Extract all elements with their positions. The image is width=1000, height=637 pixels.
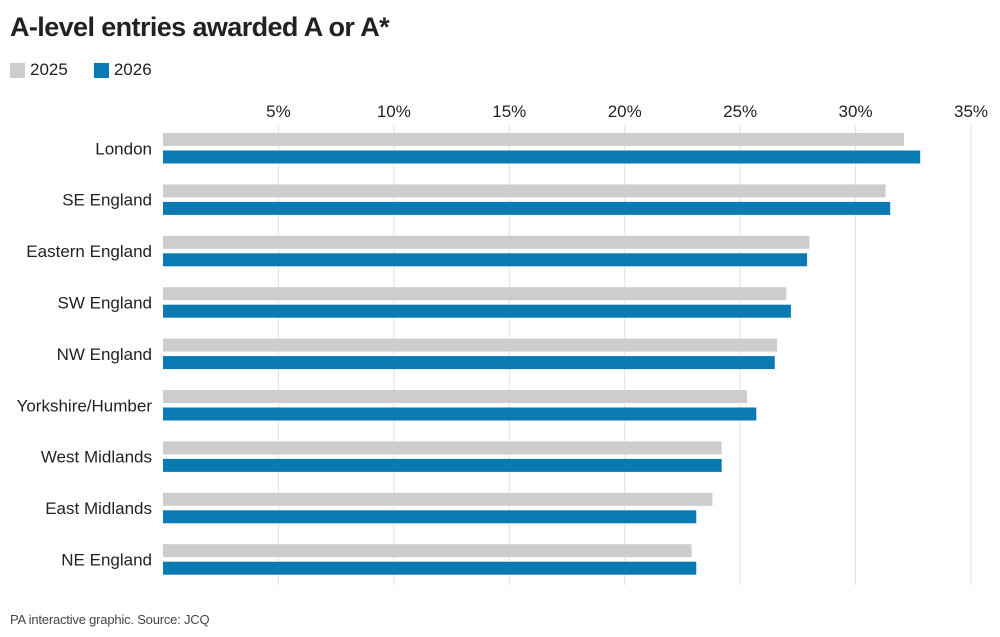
bar-eastern-england-2025	[163, 235, 810, 249]
grid-lines	[277, 125, 972, 585]
category-label-se-england: SE England	[62, 191, 152, 210]
bar-east-midlands-2025	[163, 492, 713, 506]
x-tick-label-25: 25%	[723, 102, 757, 121]
x-tick-label-35: 35%	[954, 102, 988, 121]
bar-west-midlands-2025	[163, 441, 722, 455]
bar-eastern-england-2026	[163, 253, 808, 267]
bar-sw-england-2025	[163, 287, 787, 301]
legend-swatch-2026	[93, 62, 109, 78]
bar-chart: 5% 10% 15% 20% 25% 30% 35% London SE England Eas…	[17, 102, 988, 585]
category-label-ne-england: NE England	[61, 550, 152, 569]
bar-nw-england-2026	[163, 356, 775, 370]
bar-ne-england-2026	[163, 561, 697, 575]
category-label-nw-england: NW England	[57, 345, 152, 364]
bar-yorkshire-humber-2025	[163, 390, 748, 403]
legend-label-2025: 2025	[30, 60, 68, 79]
x-tick-label-10: 10%	[377, 102, 411, 121]
legend-label-2026: 2026	[113, 60, 152, 79]
category-label-west-midlands: West Midlands	[41, 448, 152, 467]
bar-se-england-2026	[163, 201, 891, 215]
bar-se-england-2025	[163, 184, 886, 198]
legend-item-2026: 2026	[93, 60, 152, 80]
bars	[163, 133, 921, 575]
x-tick-label-30: 30%	[839, 102, 873, 121]
bar-london-2026	[163, 150, 921, 164]
bar-nw-england-2025	[163, 338, 778, 352]
legend-swatch-2025	[10, 62, 25, 78]
bar-west-midlands-2026	[163, 458, 722, 472]
x-tick-label-5: 5%	[266, 102, 291, 121]
bar-london-2025	[163, 133, 905, 146]
legend: 2025 2026	[10, 60, 178, 80]
bar-sw-england-2026	[163, 304, 791, 318]
category-label-yorkshire-humber: Yorkshire/Humber	[17, 396, 153, 415]
bar-yorkshire-humber-2026	[163, 407, 757, 421]
x-axis-ticks: 5% 10% 15% 20% 25% 30% 35%	[266, 102, 988, 121]
bar-east-midlands-2026	[163, 510, 697, 524]
x-tick-label-15: 15%	[492, 102, 526, 121]
legend-item-2025: 2025	[10, 60, 68, 80]
chart-title: A-level entries awarded A or A*	[10, 12, 390, 42]
category-labels: London SE England Eastern England SW Englan…	[17, 139, 153, 569]
category-label-eastern-england: Eastern England	[26, 242, 152, 261]
source-note: PA interactive graphic. Source: JCQ	[10, 612, 210, 627]
category-label-east-midlands: East Midlands	[45, 499, 152, 518]
category-label-sw-england: SW England	[58, 293, 153, 312]
bar-ne-england-2025	[163, 544, 692, 558]
category-label-london: London	[95, 139, 152, 158]
x-tick-label-20: 20%	[608, 102, 642, 121]
